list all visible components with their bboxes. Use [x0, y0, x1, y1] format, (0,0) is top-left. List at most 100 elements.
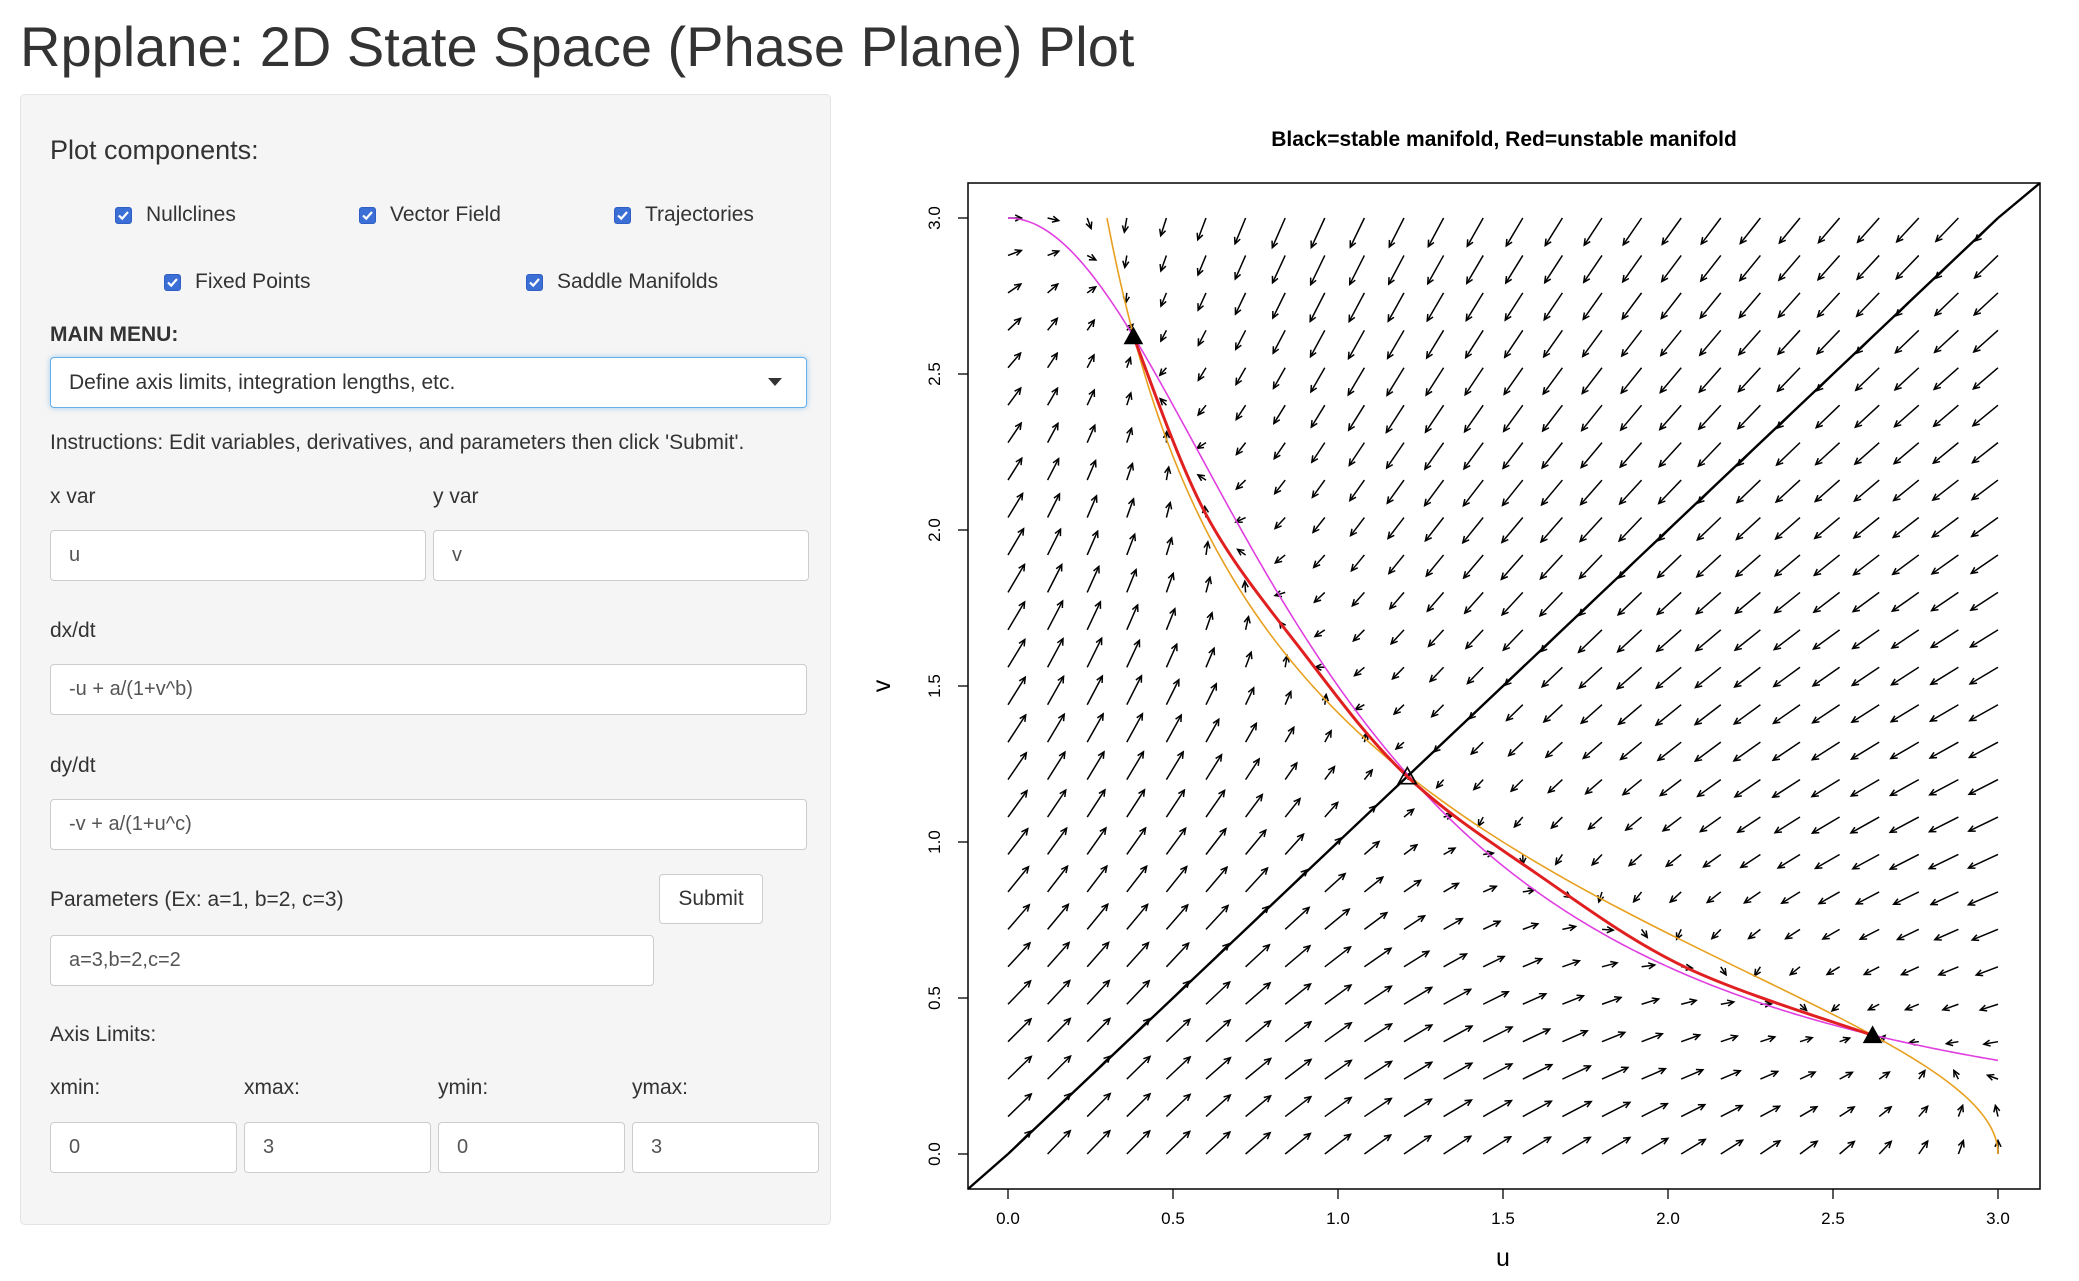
vector-arrowhead [1738, 273, 1747, 282]
xmin-input[interactable]: 0 [50, 1122, 237, 1173]
vector-arrow [1426, 329, 1445, 359]
vector-arrow [1662, 816, 1682, 832]
vector-arrowhead [1088, 388, 1096, 398]
vector-arrowhead [1180, 903, 1189, 912]
vector-arrow [1733, 704, 1761, 725]
checkbox-saddle-manifolds[interactable]: Saddle Manifolds [526, 270, 718, 294]
vector-arrowhead [1579, 497, 1588, 506]
vector-arrow [1799, 1140, 1818, 1155]
x-var-input[interactable]: u [50, 530, 426, 581]
vector-arrowhead [1234, 342, 1242, 351]
vector-arrowhead [1817, 897, 1826, 905]
vector-arrow [1974, 254, 1999, 279]
vector-arrow [1889, 853, 1920, 870]
vector-arrow [1390, 629, 1405, 645]
y-var-input[interactable]: v [433, 530, 809, 581]
checkbox-vector-field[interactable]: Vector Field [359, 203, 501, 227]
checkbox-nullclines[interactable]: Nullclines [115, 203, 236, 227]
vector-arrow [1502, 442, 1524, 469]
vector-arrowhead [1022, 903, 1031, 912]
vector-arrowhead [1351, 598, 1360, 608]
vector-arrow [1388, 217, 1405, 248]
ymin-input[interactable]: 0 [438, 1122, 625, 1173]
vector-arrowhead [1125, 391, 1133, 400]
vector-arrow [1234, 292, 1247, 315]
vector-arrow [1234, 217, 1247, 245]
vector-arrowhead [1664, 859, 1674, 868]
vector-arrow [1403, 879, 1422, 893]
vector-arrow [1244, 758, 1260, 781]
checkbox-checked-icon[interactable] [526, 273, 543, 291]
xmax-input[interactable]: 3 [244, 1122, 431, 1173]
vector-arrow [1893, 891, 1920, 905]
vector-arrowhead [1273, 451, 1281, 461]
vector-arrowhead [1616, 608, 1626, 617]
vector-arrow [1905, 1003, 1920, 1011]
vector-arrow [1403, 844, 1418, 856]
vector-arrowhead [1099, 826, 1107, 835]
vector-arrowhead [1461, 535, 1470, 545]
vector-arrowhead [1538, 992, 1548, 1000]
vector-arrow [1540, 479, 1563, 506]
vector-arrow [1895, 254, 1920, 280]
vector-arrowhead [1615, 681, 1625, 690]
submit-button[interactable]: Submit [659, 874, 763, 924]
x-axis-label: u [1496, 1244, 1510, 1272]
vector-arrow [1465, 329, 1484, 359]
vector-arrow [1086, 319, 1095, 331]
vector-arrow [1850, 778, 1880, 797]
vector-arrowhead [1830, 1004, 1839, 1013]
vector-arrow [1046, 352, 1058, 369]
checkbox-checked-icon[interactable] [164, 273, 181, 291]
parameters-input[interactable]: a=3,b=2,c=2 [50, 935, 654, 986]
vector-arrowhead [1056, 599, 1064, 609]
vector-arrow [1811, 778, 1840, 798]
vector-arrow [1126, 640, 1141, 668]
vector-arrow [1699, 329, 1722, 356]
vector-arrowhead [1855, 272, 1864, 281]
dydt-input[interactable]: -v + a/(1+u^c) [50, 799, 807, 850]
vector-arrowhead [1182, 1130, 1191, 1139]
vector-arrowhead [1927, 825, 1937, 833]
vector-arrow [1620, 367, 1643, 394]
vector-arrow [1601, 1066, 1629, 1080]
vector-arrow [1699, 816, 1722, 833]
vector-arrowhead [1348, 277, 1356, 286]
vector-arrowhead [1543, 275, 1552, 285]
vector-arrow [1245, 1057, 1272, 1080]
checkbox-fixed-points[interactable]: Fixed Points [164, 270, 311, 294]
vector-arrow [1349, 255, 1366, 285]
vector-arrow [1699, 292, 1722, 319]
checkbox-checked-icon[interactable] [614, 206, 631, 224]
vector-arrowhead [1890, 604, 1900, 613]
checkbox-checked-icon[interactable] [359, 206, 376, 224]
vector-arrow [1047, 980, 1071, 1005]
vector-arrowhead [1425, 350, 1433, 360]
vector-arrow [1655, 666, 1682, 689]
vector-arrowhead [1813, 531, 1822, 540]
vector-arrow [1508, 741, 1524, 757]
ymax-input[interactable]: 3 [632, 1122, 819, 1173]
vector-arrowhead [1061, 903, 1070, 912]
dxdt-input[interactable]: -u + a/(1+v^b) [50, 664, 807, 715]
vector-arrowhead [1788, 968, 1798, 976]
vector-arrowhead [1394, 742, 1403, 751]
vector-arrow [1971, 928, 1999, 941]
vector-arrow [1510, 779, 1524, 792]
vector-arrowhead [1387, 566, 1396, 575]
checkbox-checked-icon[interactable] [115, 206, 132, 224]
vector-arrow [1482, 1136, 1512, 1155]
vector-arrow [1932, 442, 1959, 464]
vector-arrowhead [1509, 784, 1518, 793]
vector-arrowhead [1891, 530, 1901, 539]
vector-arrow [1205, 612, 1213, 631]
vector-arrowhead [1220, 865, 1229, 875]
vector-arrow [1669, 891, 1682, 903]
vector-arrowhead [1177, 788, 1186, 798]
vector-arrow [1324, 1022, 1352, 1043]
vector-arrowhead [1505, 713, 1514, 722]
main-menu-select[interactable]: Define axis limits, integration lengths,… [50, 357, 807, 408]
checkbox-trajectories[interactable]: Trajectories [614, 203, 754, 227]
vector-arrow [1428, 629, 1445, 647]
vector-arrowhead [1121, 225, 1130, 234]
